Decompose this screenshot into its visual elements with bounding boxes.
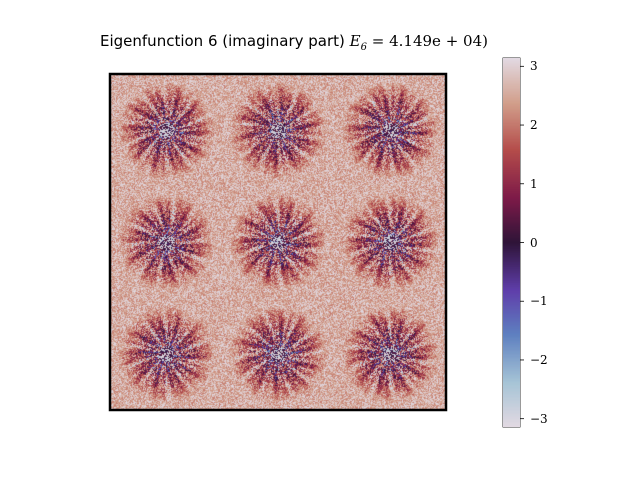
heatmap-image — [110, 74, 446, 410]
colorbar-tickmarks — [520, 65, 524, 420]
colorbar-tick-label: 3 — [530, 59, 538, 74]
colorbar-tick-label: 1 — [530, 176, 538, 191]
colorbar-tick-label: −3 — [530, 411, 548, 426]
colorbar-tick-label: 0 — [530, 235, 538, 250]
colorbar-tick-label: −2 — [530, 352, 548, 367]
colorbar-tick-label: −1 — [530, 294, 548, 309]
title-text: Eigenfunction 6 (imaginary part) — [100, 32, 350, 50]
chart-title: Eigenfunction 6 (imaginary part) E6 = 4.… — [100, 32, 488, 53]
colorbar-tick-label: 2 — [530, 118, 538, 133]
title-math-subscript: 6 — [360, 42, 367, 53]
plot-frame — [108, 72, 448, 412]
colorbar — [503, 58, 520, 427]
title-equation: = 4.149e + 04) — [367, 32, 488, 50]
title-math-symbol: E — [349, 32, 361, 50]
